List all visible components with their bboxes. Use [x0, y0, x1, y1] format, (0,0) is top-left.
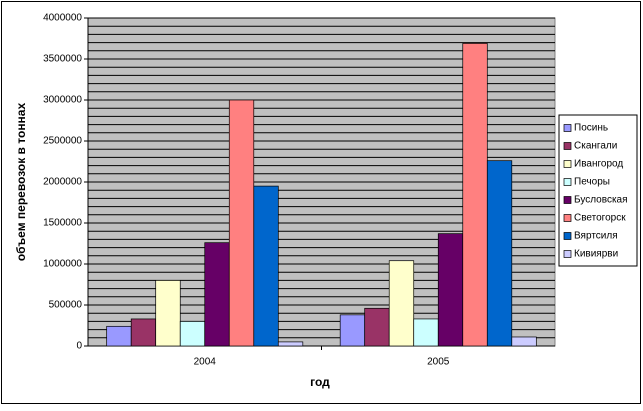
- y-tick-label: 3000000: [43, 95, 82, 106]
- legend-swatch: [563, 250, 572, 258]
- legend-label: Бусловская: [574, 195, 628, 206]
- legend-swatch: [563, 196, 572, 204]
- bar: [486, 160, 513, 347]
- legend-label: Ивангород: [574, 159, 623, 170]
- legend-label: Кивиярви: [574, 249, 618, 260]
- legend-swatch: [563, 142, 572, 150]
- y-tick-label: 0: [76, 341, 82, 352]
- bar: [277, 341, 304, 347]
- legend-box: [558, 114, 638, 267]
- y-tick-label: 500000: [49, 300, 83, 311]
- x-tick-label: 2005: [427, 357, 450, 368]
- y-tick-label: 1500000: [43, 218, 82, 229]
- bar: [388, 260, 415, 347]
- y-tick-label: 1000000: [43, 259, 82, 270]
- bar: [155, 280, 181, 347]
- legend-label: Печоры: [574, 177, 610, 188]
- y-tick-label: 4000000: [43, 13, 82, 24]
- legend-swatch: [563, 214, 572, 222]
- bar: [511, 336, 537, 347]
- bar: [253, 185, 279, 347]
- bar: [413, 318, 439, 347]
- legend-label: Скангали: [574, 141, 617, 152]
- bar: [106, 325, 132, 347]
- x-tick-label: 2004: [194, 357, 217, 368]
- bar: [437, 233, 464, 347]
- bar: [339, 314, 366, 347]
- y-axis-title: объем перевозок в тоннах: [14, 103, 28, 262]
- bar: [364, 307, 390, 347]
- bar: [204, 242, 230, 347]
- y-tick-label: 2500000: [43, 136, 82, 147]
- bar: [179, 321, 206, 347]
- y-tick-label: 2000000: [43, 177, 82, 188]
- bar: [130, 318, 157, 347]
- legend-swatch: [563, 232, 572, 240]
- legend-label: Светогорск: [574, 213, 626, 224]
- legend-swatch: [563, 178, 572, 186]
- legend-label: Вяртсиля: [574, 231, 618, 242]
- y-tick-label: 3500000: [43, 54, 82, 65]
- bar: [228, 99, 255, 347]
- legend-label: Посинь: [574, 123, 608, 134]
- legend-swatch: [563, 160, 572, 168]
- legend-swatch: [563, 124, 572, 132]
- x-axis-title: год: [310, 375, 330, 389]
- bar: [462, 43, 488, 347]
